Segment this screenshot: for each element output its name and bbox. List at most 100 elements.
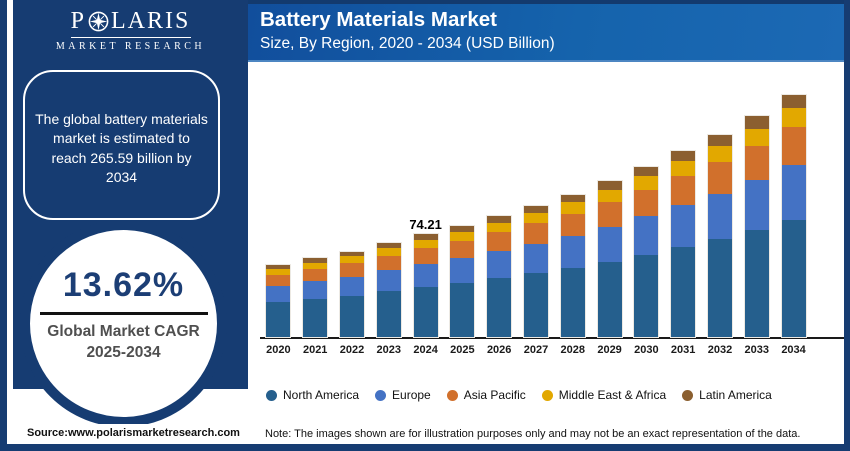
bar-segment-middle-east-africa-2031 <box>671 161 696 177</box>
x-axis-label-2021: 2021 <box>302 344 328 356</box>
bar-segment-asia-pacific-2030 <box>634 189 659 217</box>
chart-legend: North America Europe Asia Pacific Middle Ea… <box>266 388 841 402</box>
bar-segment-europe-2020 <box>266 285 291 302</box>
cagr-badge-content: 13.62% Global Market CAGR 2025-2034 <box>39 266 208 362</box>
bars-row: 74.21 <box>260 60 812 337</box>
bar-2030 <box>634 166 659 337</box>
bar-segment-latin-america-2029 <box>597 181 622 190</box>
bar-segment-europe-2034 <box>781 165 806 220</box>
bar-2023 <box>376 243 401 337</box>
bar-segment-middle-east-africa-2024 <box>413 240 438 249</box>
bar-segment-europe-2028 <box>560 235 585 268</box>
bar-segment-europe-2031 <box>671 205 696 247</box>
bar-segment-asia-pacific-2027 <box>523 223 548 244</box>
legend-dot-latin-america <box>682 389 694 401</box>
bar-segment-middle-east-africa-2020 <box>266 268 291 275</box>
bar-segment-europe-2023 <box>376 270 401 292</box>
page-title: Battery Materials Market <box>260 8 497 31</box>
bar-2025 <box>450 225 475 337</box>
bar-segment-europe-2025 <box>450 258 475 284</box>
bar-2028 <box>560 194 585 337</box>
bar-segment-north-america-2033 <box>744 230 769 337</box>
bar-segment-north-america-2023 <box>376 291 401 337</box>
bar-group-2031 <box>665 60 702 337</box>
chart-area: 74.21 2020 2021 2022 2023 2024 2025 2026 2027 20… <box>248 62 846 424</box>
legend-item-north-america: North America <box>266 388 359 402</box>
x-axis-label-2032: 2032 <box>707 344 733 356</box>
bar-segment-asia-pacific-2024 <box>413 248 438 265</box>
bar-segment-middle-east-africa-2034 <box>781 108 806 128</box>
bar-group-2024: 74.21 <box>407 60 444 337</box>
legend-dot-asia-pacific <box>446 389 458 401</box>
bar-segment-europe-2027 <box>523 243 548 274</box>
legend-item-europe: Europe <box>375 388 431 402</box>
plot-area: 74.21 <box>260 62 846 339</box>
x-axis-label-2024: 2024 <box>413 344 438 356</box>
bar-segment-north-america-2024 <box>413 287 438 337</box>
bar-segment-latin-america-2021 <box>303 258 328 263</box>
bar-group-2028 <box>554 60 591 337</box>
bar-segment-latin-america-2027 <box>523 205 548 213</box>
legend-label-europe: Europe <box>392 388 431 402</box>
x-axis-label-2030: 2030 <box>634 344 659 356</box>
bar-group-2034 <box>775 60 812 337</box>
bar-segment-middle-east-africa-2022 <box>339 256 364 264</box>
bar-segment-north-america-2032 <box>707 239 732 337</box>
cagr-value: 13.62% <box>62 266 185 305</box>
bar-2021 <box>303 258 328 337</box>
bar-segment-north-america-2034 <box>781 219 806 337</box>
bar-2032 <box>707 135 732 337</box>
footer: Source:www.polarismarketresearch.com Not… <box>0 424 850 444</box>
bar-group-2025 <box>444 60 481 337</box>
x-axis-label-2028: 2028 <box>560 344 586 356</box>
callout-box: The global battery materials market is e… <box>23 70 220 220</box>
callout-text: The global battery materials market is e… <box>35 111 208 185</box>
note-text: Note: The images shown are for illustrat… <box>265 428 801 440</box>
bar-segment-europe-2021 <box>303 281 328 299</box>
x-axis-label-2034: 2034 <box>781 344 806 356</box>
header: Battery Materials Market Size, By Region… <box>248 0 844 62</box>
bar-segment-north-america-2027 <box>523 273 548 337</box>
bar-segment-asia-pacific-2033 <box>744 146 769 181</box>
x-axis-label-2022: 2022 <box>339 344 365 356</box>
x-axis-label-2023: 2023 <box>376 344 402 356</box>
bar-segment-latin-america-2022 <box>339 251 364 257</box>
bar-segment-europe-2030 <box>634 216 659 255</box>
bar-segment-north-america-2021 <box>303 298 328 337</box>
bar-segment-latin-america-2020 <box>266 264 291 269</box>
bar-segment-europe-2033 <box>744 180 769 230</box>
bar-segment-europe-2032 <box>707 193 732 239</box>
bar-2027 <box>523 205 548 337</box>
bar-segment-latin-america-2028 <box>560 194 585 203</box>
page-subtitle: Size, By Region, 2020 - 2034 (USD Billio… <box>260 35 555 52</box>
bar-group-2027 <box>518 60 555 337</box>
bar-segment-middle-east-africa-2028 <box>560 202 585 214</box>
bar-segment-middle-east-africa-2033 <box>744 128 769 147</box>
bar-segment-middle-east-africa-2025 <box>450 232 475 241</box>
bar-segment-asia-pacific-2029 <box>597 202 622 227</box>
bar-2034 <box>781 94 806 337</box>
x-axis-label-2031: 2031 <box>670 344 696 356</box>
logo-divider <box>70 37 191 38</box>
logo-wordmark: P LARIS <box>13 9 248 33</box>
bar-segment-middle-east-africa-2021 <box>303 262 328 269</box>
bar-segment-asia-pacific-2021 <box>303 268 328 282</box>
cagr-badge: 13.62% Global Market CAGR 2025-2034 <box>20 220 227 427</box>
bar-segment-asia-pacific-2023 <box>376 255 401 271</box>
bar-segment-latin-america-2032 <box>707 135 732 147</box>
source-text: Source:www.polarismarketresearch.com <box>27 427 240 439</box>
bar-2020 <box>266 264 291 337</box>
cagr-divider <box>39 312 208 316</box>
legend-label-middle-east-africa: Middle East & Africa <box>558 388 667 402</box>
legend-dot-north-america <box>266 389 277 401</box>
bar-segment-north-america-2030 <box>634 254 659 337</box>
bar-segment-north-america-2020 <box>266 302 291 337</box>
bar-segment-asia-pacific-2025 <box>450 240 475 259</box>
bar-segment-europe-2022 <box>339 276 364 296</box>
logo-tagline: MARKET RESEARCH <box>55 41 206 52</box>
bar-group-2023 <box>370 60 407 337</box>
bar-segment-asia-pacific-2026 <box>487 232 512 252</box>
x-axis-label-2020: 2020 <box>266 344 291 356</box>
left-border <box>0 0 7 451</box>
